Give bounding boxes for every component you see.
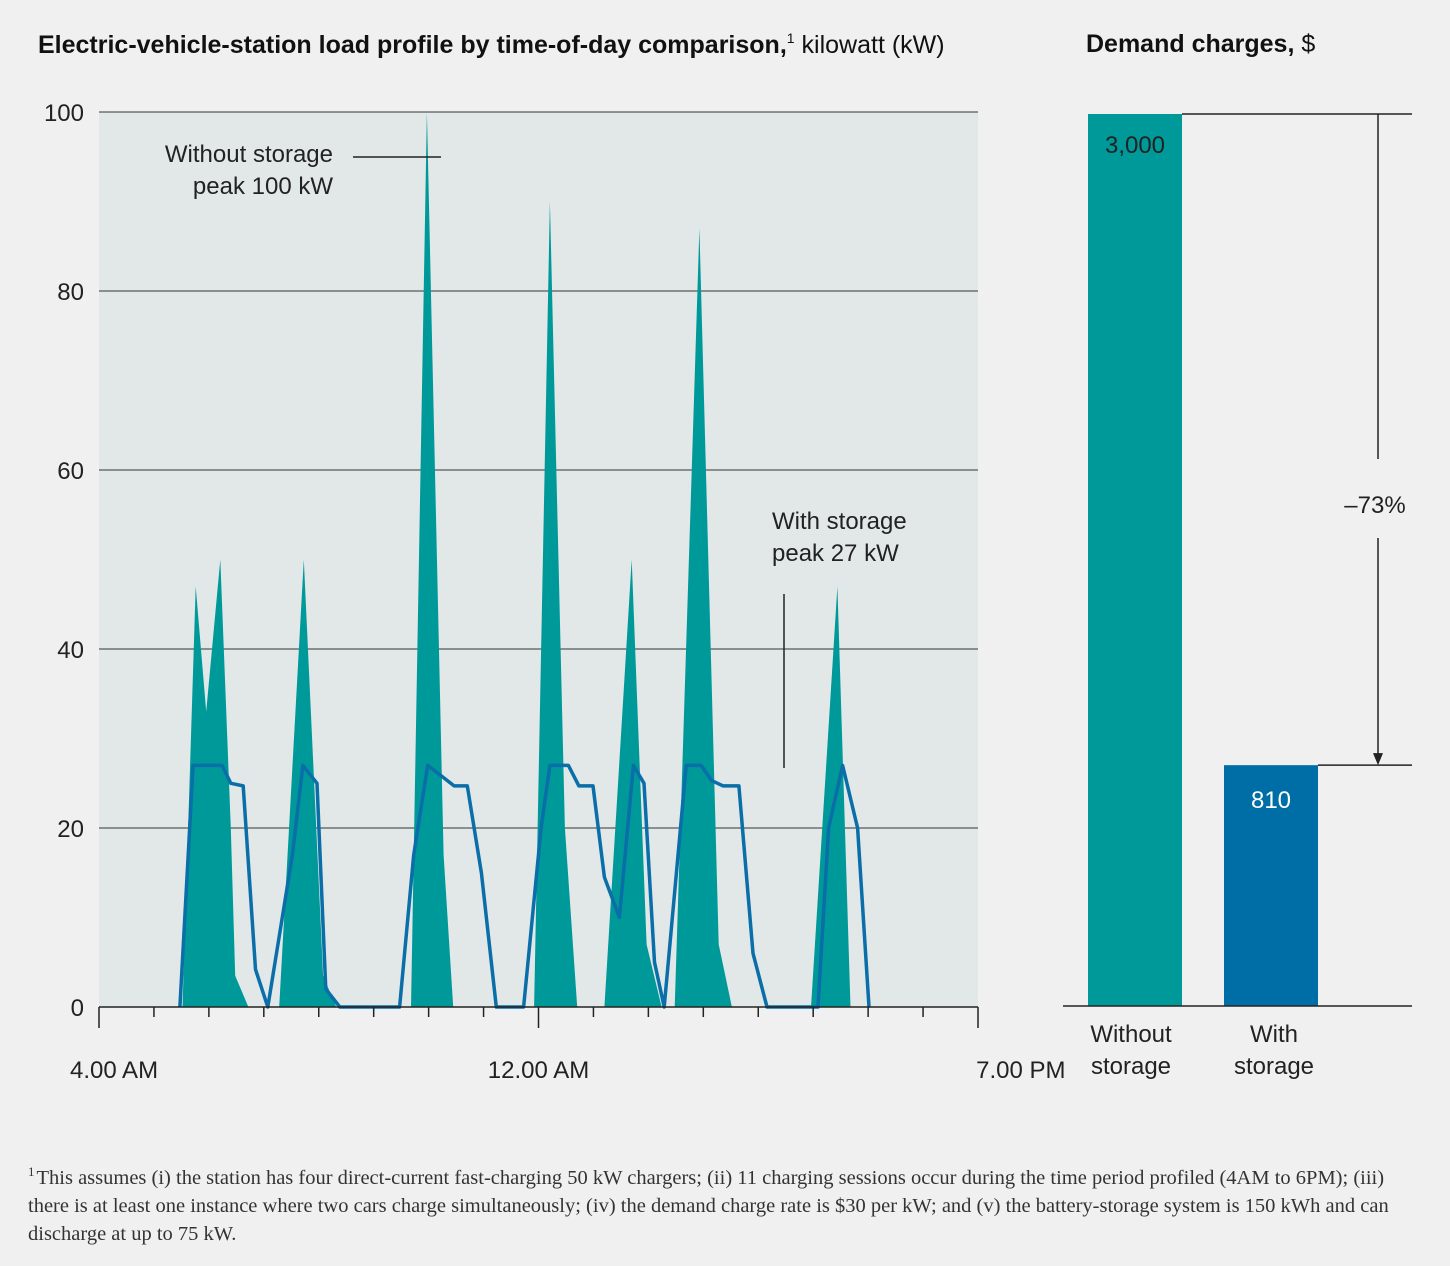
bar-without-storage bbox=[1088, 114, 1182, 1006]
x-tick-label: 12.00 AM bbox=[488, 1057, 589, 1084]
footnote-mark: 1 bbox=[28, 1164, 35, 1179]
bar-value-label: 3,000 bbox=[1105, 132, 1165, 159]
bar-category-label-line2: storage bbox=[1234, 1053, 1314, 1080]
y-tick-label: 60 bbox=[57, 458, 84, 485]
annotation-without-storage-line2: peak 100 kW bbox=[193, 173, 333, 200]
left-title-bold: Electric-vehicle-station load profile by… bbox=[38, 31, 787, 59]
bar-value-label: 810 bbox=[1251, 787, 1291, 814]
footnote: 1This assumes (i) the station has four d… bbox=[28, 1158, 1418, 1248]
y-tick-label: 20 bbox=[57, 816, 84, 843]
right-title-unit: $ bbox=[1294, 30, 1316, 58]
x-tick-label: 7.00 PM bbox=[976, 1057, 1065, 1084]
bar-category-label-line1: With bbox=[1250, 1021, 1298, 1048]
left-title-unit: kilowatt (kW) bbox=[794, 31, 945, 59]
x-tick-label: 4.00 AM bbox=[70, 1057, 158, 1084]
footnote-text: This assumes (i) the station has four di… bbox=[28, 1167, 1389, 1245]
bar-category-label-line2: storage bbox=[1091, 1053, 1171, 1080]
bar-category-label-line1: Without bbox=[1090, 1021, 1172, 1048]
y-tick-label: 0 bbox=[71, 995, 84, 1022]
change-arrow-head bbox=[1373, 753, 1383, 766]
y-tick-label: 100 bbox=[44, 100, 84, 127]
right-title-bold: Demand charges, bbox=[1086, 30, 1295, 58]
change-label: –73% bbox=[1344, 492, 1405, 519]
annotation-with-storage-line1: With storage bbox=[772, 508, 907, 535]
y-tick-label: 40 bbox=[57, 637, 84, 664]
y-tick-label: 80 bbox=[57, 279, 84, 306]
left-title-footnote-mark: 1 bbox=[786, 30, 795, 46]
left-chart-title: Electric-vehicle-station load profile by… bbox=[38, 30, 945, 60]
right-chart-title: Demand charges, $ bbox=[1086, 30, 1315, 59]
annotation-with-storage-line2: peak 27 kW bbox=[772, 540, 899, 567]
with-storage-line bbox=[178, 763, 871, 1009]
annotation-without-storage-line1: Without storage bbox=[165, 141, 333, 168]
chart-canvas: 0 20 40 60 80 100 4.00 AM 12.00 AM 7.00 PM Withou… bbox=[44, 100, 1412, 1084]
bar-with-storage bbox=[1224, 765, 1318, 1006]
